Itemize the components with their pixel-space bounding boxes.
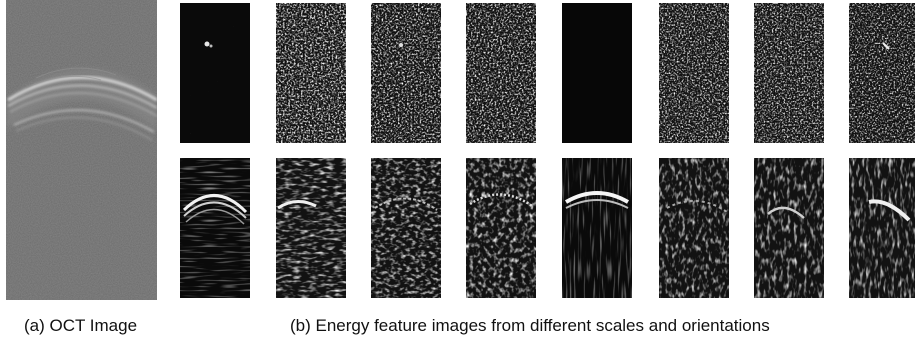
caption-panel-b: (b) Energy feature images from different… [290,316,770,335]
energy-feature-tile [754,158,824,298]
energy-feature-tile [466,3,536,143]
energy-feature-tile [371,3,441,143]
energy-feature-tile [466,158,536,298]
energy-feature-tile [562,3,632,143]
energy-feature-tile [562,158,632,298]
oct-image [6,0,157,300]
energy-feature-tile [659,158,729,298]
energy-feature-tile [849,158,915,298]
energy-feature-tile [180,3,250,143]
energy-feature-tile [371,158,441,298]
caption-panel-a: (a) OCT Image [24,316,138,335]
energy-feature-tile [659,3,729,143]
energy-feature-tile [276,3,346,143]
energy-feature-tile [754,3,824,143]
energy-feature-tile [180,158,250,298]
energy-feature-tile [276,158,346,298]
energy-feature-tile [849,3,915,143]
